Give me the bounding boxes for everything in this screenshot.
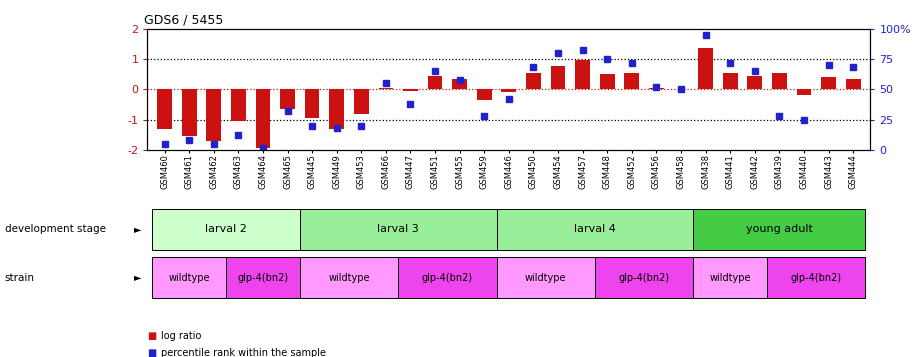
Bar xyxy=(600,74,614,89)
Bar xyxy=(649,88,664,89)
Text: wildtype: wildtype xyxy=(169,272,210,283)
Bar xyxy=(305,89,320,118)
Text: wildtype: wildtype xyxy=(709,272,751,283)
Bar xyxy=(845,79,860,89)
Bar xyxy=(157,89,172,129)
Bar xyxy=(797,89,811,95)
Bar xyxy=(379,88,393,89)
Text: glp-4(bn2): glp-4(bn2) xyxy=(238,272,288,283)
Bar xyxy=(403,89,418,91)
Bar xyxy=(576,60,590,89)
Bar xyxy=(452,79,467,89)
Text: development stage: development stage xyxy=(5,224,106,235)
Text: young adult: young adult xyxy=(746,224,813,235)
Bar xyxy=(747,76,763,89)
Text: ■: ■ xyxy=(147,348,157,357)
Bar xyxy=(822,77,836,89)
Bar xyxy=(551,66,565,89)
Bar xyxy=(354,89,368,114)
Text: percentile rank within the sample: percentile rank within the sample xyxy=(161,348,326,357)
Bar xyxy=(330,89,344,129)
Text: ►: ► xyxy=(134,224,141,235)
Bar xyxy=(231,89,246,121)
Text: log ratio: log ratio xyxy=(161,331,202,341)
Bar xyxy=(772,72,787,89)
Text: glp-4(bn2): glp-4(bn2) xyxy=(619,272,670,283)
Text: larval 4: larval 4 xyxy=(574,224,616,235)
Bar xyxy=(477,89,492,100)
Bar xyxy=(255,89,271,149)
Bar xyxy=(280,89,295,109)
Text: glp-4(bn2): glp-4(bn2) xyxy=(422,272,473,283)
Bar xyxy=(206,89,221,141)
Text: wildtype: wildtype xyxy=(328,272,369,283)
Bar xyxy=(723,72,738,89)
Bar xyxy=(427,76,442,89)
Bar xyxy=(181,89,196,136)
Text: strain: strain xyxy=(5,272,35,283)
Bar xyxy=(526,72,541,89)
Bar xyxy=(624,72,639,89)
Text: wildtype: wildtype xyxy=(525,272,566,283)
Text: larval 3: larval 3 xyxy=(378,224,419,235)
Bar xyxy=(501,89,517,92)
Text: larval 2: larval 2 xyxy=(205,224,247,235)
Text: GDS6 / 5455: GDS6 / 5455 xyxy=(144,13,223,26)
Text: ►: ► xyxy=(134,272,141,283)
Text: ■: ■ xyxy=(147,331,157,341)
Bar xyxy=(698,48,713,89)
Text: glp-4(bn2): glp-4(bn2) xyxy=(791,272,842,283)
